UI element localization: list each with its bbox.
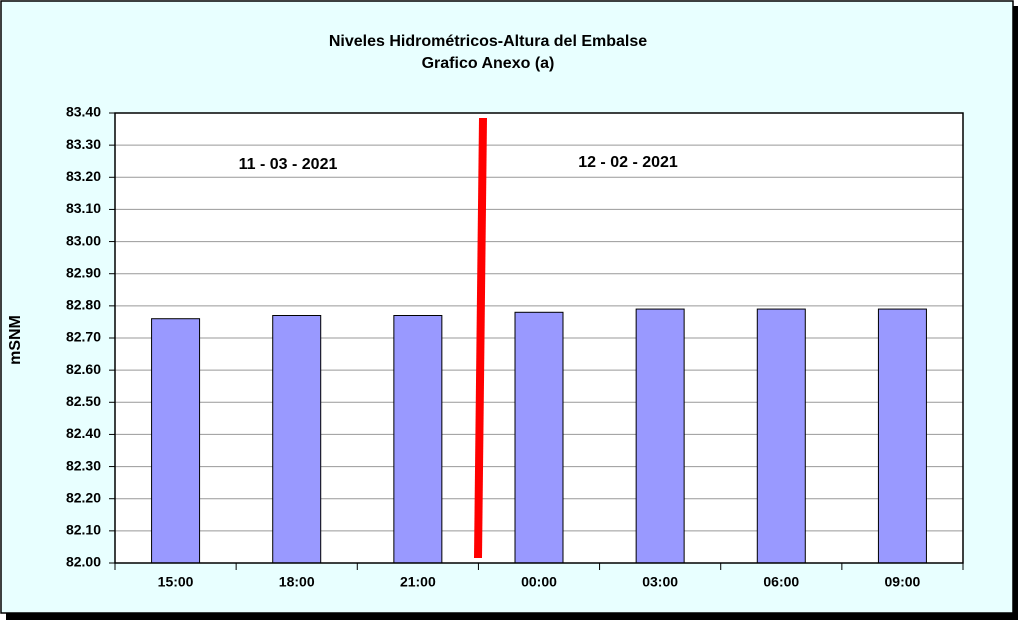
chart-title: Niveles Hidrométricos-Altura del Embalse (329, 33, 647, 50)
bar (877, 308, 927, 564)
chart-subtitle: Grafico Anexo (a) (422, 55, 555, 72)
y-tick-label: 83.10 (66, 200, 101, 216)
y-tick-label: 83.30 (66, 136, 101, 152)
x-tick-label: 09:00 (885, 574, 921, 590)
x-tick-label: 15:00 (158, 574, 194, 590)
bar (756, 308, 806, 564)
y-tick-label: 82.20 (66, 489, 101, 505)
y-tick-label: 82.40 (66, 425, 101, 441)
plot-border (114, 112, 964, 564)
separator-line (474, 117, 487, 559)
bar (151, 318, 201, 564)
x-tick-label: 06:00 (763, 574, 799, 590)
y-tick-label: 82.00 (66, 554, 101, 570)
bar (514, 311, 564, 564)
bar (272, 315, 322, 564)
bar (635, 308, 685, 564)
x-tick-label: 18:00 (279, 574, 315, 590)
annotation: 12 - 02 - 2021 (578, 154, 678, 171)
y-tick-label: 82.60 (66, 361, 101, 377)
y-tick-label: 83.40 (66, 104, 101, 120)
x-tick-label: 00:00 (521, 574, 557, 590)
y-axis-label: mSNM (7, 315, 24, 365)
annotation: 11 - 03 - 2021 (239, 156, 338, 173)
y-tick-label: 82.70 (66, 329, 101, 345)
y-tick-label: 83.00 (66, 232, 101, 248)
y-tick-label: 82.30 (66, 457, 101, 473)
x-tick-label: 21:00 (400, 574, 436, 590)
bar (393, 315, 443, 564)
y-tick-label: 82.10 (66, 522, 101, 538)
y-tick-label: 83.20 (66, 168, 101, 184)
y-tick-label: 82.80 (66, 297, 101, 313)
y-tick-label: 82.90 (66, 264, 101, 280)
x-tick-label: 03:00 (642, 574, 678, 590)
y-tick-label: 82.50 (66, 393, 101, 409)
